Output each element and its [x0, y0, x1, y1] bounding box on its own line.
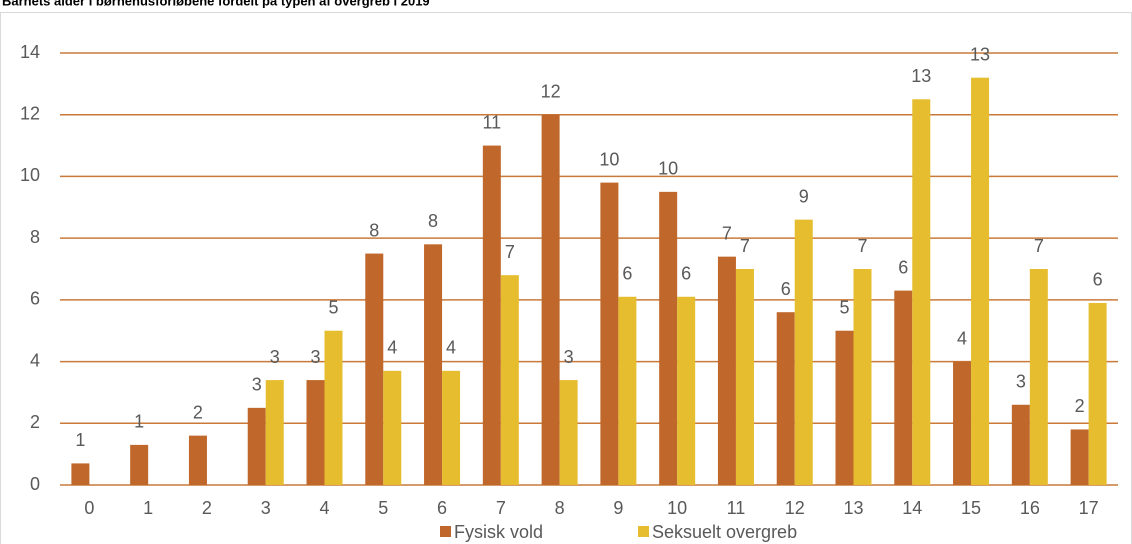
- x-tick-label: 7: [496, 498, 506, 518]
- data-label: 2: [193, 402, 203, 422]
- legend-label: Fysisk vold: [454, 522, 543, 542]
- data-label: 2: [1075, 396, 1085, 416]
- y-tick-label: 14: [20, 42, 40, 62]
- x-tick-label: 15: [961, 498, 981, 518]
- bar: [894, 290, 913, 485]
- bar: [912, 99, 931, 486]
- bar: [383, 370, 402, 485]
- bar: [1088, 302, 1107, 485]
- bar: [735, 269, 754, 485]
- x-tick-label: 8: [555, 498, 565, 518]
- bar: [600, 182, 619, 485]
- x-tick-label: 14: [902, 498, 922, 518]
- data-label: 13: [970, 44, 990, 64]
- bar: [1011, 404, 1030, 485]
- bar: [130, 444, 149, 485]
- bar: [482, 145, 501, 486]
- y-tick-label: 0: [30, 474, 40, 494]
- x-tick-label: 1: [143, 498, 153, 518]
- data-label: 3: [564, 347, 574, 367]
- data-label: 7: [722, 223, 732, 243]
- data-label: 3: [1016, 372, 1026, 392]
- data-label: 11: [482, 112, 501, 132]
- x-tick-label: 5: [378, 498, 388, 518]
- data-label: 3: [310, 347, 320, 367]
- bar: [541, 114, 560, 485]
- data-label: 8: [428, 211, 438, 231]
- chart-title: Barnets alder i børnehusforløbene fordel…: [2, 0, 430, 8]
- bar: [971, 77, 990, 485]
- bar: [442, 370, 461, 485]
- bar: [424, 244, 443, 485]
- bar: [677, 296, 696, 485]
- bar: [1070, 429, 1089, 485]
- x-tick-label: 3: [261, 498, 271, 518]
- data-label: 8: [369, 220, 379, 240]
- x-tick-label: 6: [437, 498, 447, 518]
- y-tick-label: 8: [30, 227, 40, 247]
- data-label: 7: [857, 236, 867, 256]
- data-label: 7: [740, 236, 750, 256]
- bar: [1029, 269, 1048, 485]
- data-label: 1: [75, 430, 85, 450]
- x-tick-label: 16: [1020, 498, 1040, 518]
- data-label: 4: [446, 338, 456, 358]
- bar: [618, 296, 637, 485]
- bar: [71, 463, 90, 485]
- x-tick-label: 12: [785, 498, 805, 518]
- legend-swatch: [440, 526, 451, 537]
- data-label: 4: [957, 328, 967, 348]
- x-tick-label: 10: [667, 498, 687, 518]
- data-label: 12: [541, 81, 561, 101]
- bar: [559, 380, 578, 485]
- data-label: 10: [599, 149, 619, 169]
- data-label: 10: [658, 159, 678, 179]
- data-label: 4: [387, 338, 397, 358]
- x-tick-label: 0: [84, 498, 94, 518]
- x-tick-label: 4: [319, 498, 329, 518]
- bar: [659, 191, 678, 485]
- data-label: 1: [134, 412, 144, 432]
- data-label: 3: [270, 347, 280, 367]
- legend-label: Seksuelt overgreb: [652, 522, 797, 542]
- x-tick-label: 9: [613, 498, 623, 518]
- y-tick-label: 4: [30, 350, 40, 370]
- x-tick-label: 2: [202, 498, 212, 518]
- data-label: 13: [911, 66, 931, 86]
- bar: [306, 380, 325, 485]
- bar: [717, 256, 736, 485]
- bar: [265, 380, 284, 485]
- y-tick-label: 12: [20, 103, 40, 123]
- bar: [953, 361, 972, 485]
- legend-swatch: [638, 526, 649, 537]
- bar: [188, 435, 207, 485]
- bar: [794, 219, 813, 485]
- data-label: 6: [781, 279, 791, 299]
- bar: [365, 253, 384, 485]
- data-label: 3: [252, 375, 262, 395]
- y-tick-label: 10: [20, 165, 40, 185]
- x-tick-label: 13: [843, 498, 863, 518]
- data-label: 7: [1034, 236, 1044, 256]
- data-label: 5: [328, 297, 338, 317]
- bar: [835, 330, 854, 485]
- data-label: 7: [505, 242, 515, 262]
- data-label: 6: [1093, 270, 1103, 290]
- y-tick-label: 2: [30, 412, 40, 432]
- bar: [247, 407, 266, 485]
- y-tick-label: 6: [30, 289, 40, 309]
- data-label: 9: [799, 186, 809, 206]
- x-tick-label: 11: [727, 498, 746, 518]
- data-label: 6: [898, 257, 908, 277]
- data-label: 6: [681, 264, 691, 284]
- data-label: 5: [839, 297, 849, 317]
- bar: [853, 269, 872, 485]
- x-tick-label: 17: [1079, 498, 1099, 518]
- bar: [324, 330, 343, 485]
- data-label: 6: [622, 264, 632, 284]
- bar: [776, 312, 795, 485]
- bar: [500, 275, 519, 485]
